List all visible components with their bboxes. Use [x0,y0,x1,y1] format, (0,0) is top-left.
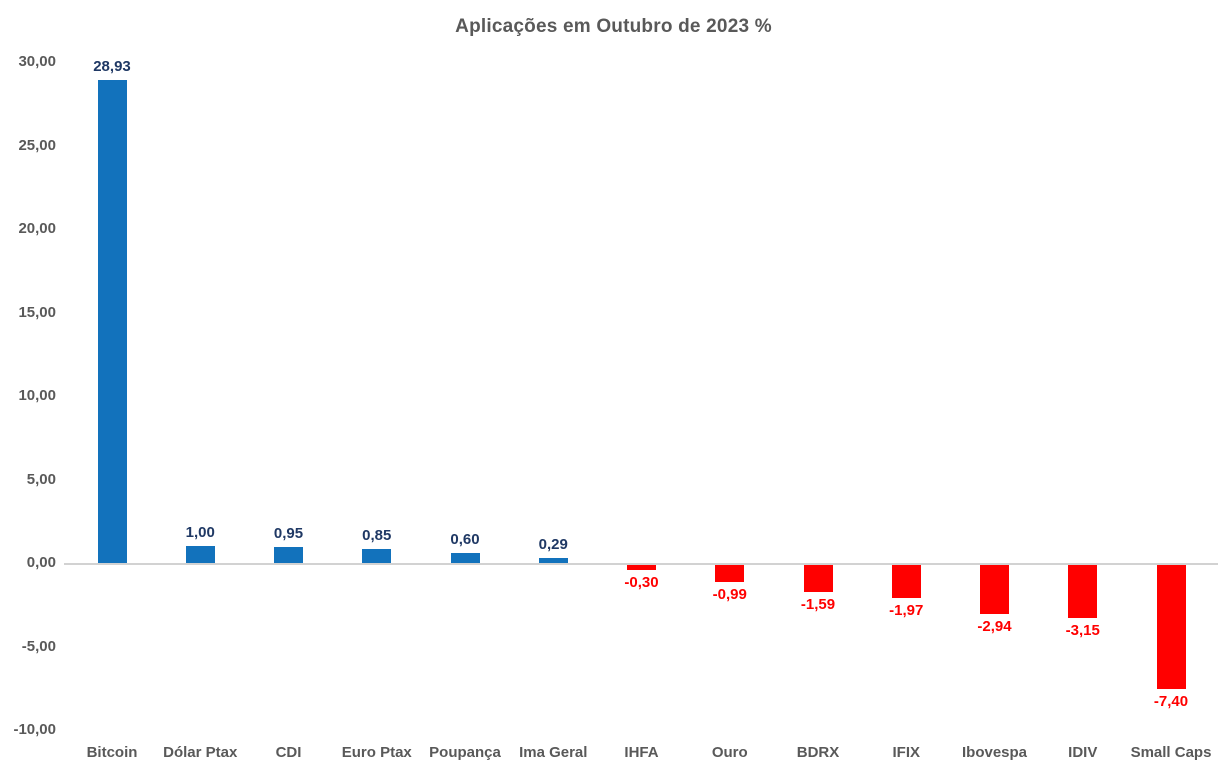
value-label-euro-ptax: 0,85 [362,526,392,544]
bar-ifix [891,565,921,598]
bar-bitcoin [97,79,127,563]
bar-ima-geral [538,558,568,563]
y-axis-tick-label: 20,00 [18,220,56,237]
y-axis-tick-label: 15,00 [18,303,56,321]
y-axis-tick-label: 25,00 [18,136,56,154]
bar-d-lar-ptax [185,546,215,563]
value-label-ibovespa: -2,94 [977,618,1012,636]
bar-poupan-a [450,552,480,563]
value-label-ihfa: -0,30 [624,574,659,591]
value-label-ouro: -0,99 [712,585,747,603]
bar-ihfa [627,565,656,570]
value-label-bdrx: -1,59 [800,595,836,613]
value-label-bitcoin: 28,93 [93,57,131,75]
bar-euro-ptax [362,548,392,563]
x-axis-category-label-ifix: IFIX [892,744,920,761]
bar-ouro [715,565,745,582]
bar-ibovespa [980,565,1009,615]
x-axis-category-label-ouro: Ouro [711,744,748,761]
value-label-poupan-a: 0,60 [450,530,480,548]
bar-small-caps [1156,565,1186,689]
chart-title: Aplicações em Outubro de 2023 % [455,16,772,37]
y-axis-tick-label: 0,00 [26,554,56,571]
x-axis-category-label-idiv: IDIV [1068,744,1098,761]
x-axis-category-label-ihfa: IHFA [624,744,659,761]
x-axis-category-label-cdi: CDI [275,744,302,761]
x-axis-line [64,563,1218,565]
y-axis-tick-label: -10,00 [13,721,56,738]
value-label-d-lar-ptax: 1,00 [185,524,215,542]
x-axis-category-label-ima-geral: Ima Geral [519,744,588,761]
bar-idiv [1068,565,1098,618]
x-axis-category-label-ibovespa: Ibovespa [961,744,1028,761]
value-label-cdi: 0,95 [273,525,304,543]
y-axis-tick-label: 5,00 [26,470,56,488]
y-axis-tick-label: 30,00 [18,53,56,70]
x-axis-category-label-poupan-a: Poupança [429,744,501,761]
x-axis-category-label-euro-ptax: Euro Ptax [341,744,412,761]
y-axis-tick-label: 10,00 [18,387,56,404]
value-label-small-caps: -7,40 [1153,692,1189,710]
value-label-ifix: -1,97 [889,601,924,619]
x-axis-category-label-d-lar-ptax: Dólar Ptax [163,744,238,761]
value-label-ima-geral: 0,29 [538,536,568,554]
bar-bdrx [803,565,833,592]
x-axis-category-label-small-caps: Small Caps [1130,744,1212,761]
value-label-idiv: -3,15 [1065,621,1100,639]
x-axis-category-label-bitcoin: Bitcoin [86,744,138,761]
y-axis-tick-label: -5,00 [21,637,56,655]
x-axis-category-label-bdrx: BDRX [796,744,840,761]
bar-cdi [274,547,303,563]
